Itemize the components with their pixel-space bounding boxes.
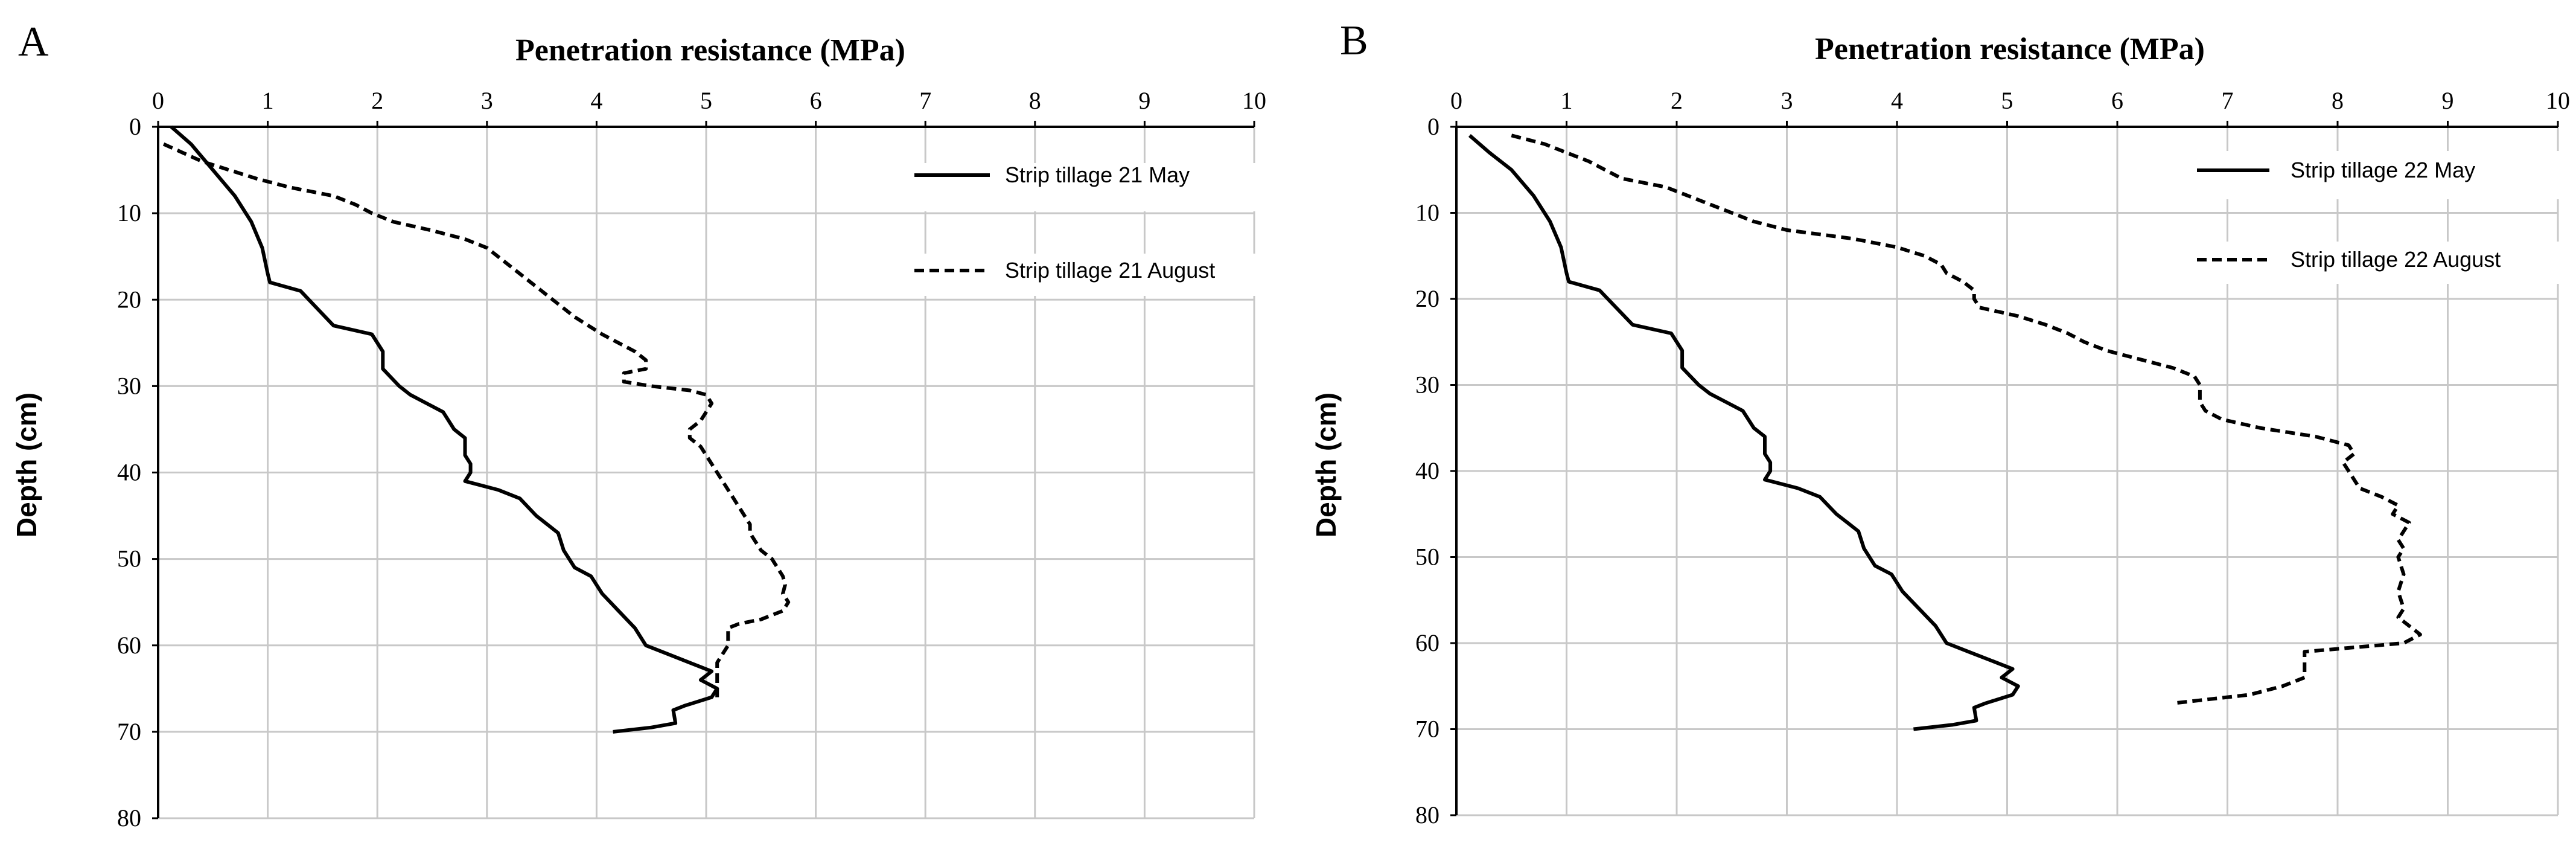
legend-background (905, 254, 1280, 296)
x-tick-label: 8 (1029, 87, 1041, 114)
x-tick-label: 2 (1671, 87, 1683, 114)
y-tick-label: 0 (129, 113, 141, 140)
x-tick-label: 0 (152, 87, 164, 114)
x-tick-label: 7 (919, 87, 931, 114)
legend-background (2191, 242, 2565, 284)
y-axis-title: Depth (cm) (1310, 393, 1342, 537)
y-tick-label: 40 (1415, 457, 1439, 484)
grid (158, 127, 1280, 819)
series-line-august (162, 142, 791, 697)
x-tick-label: 1 (1561, 87, 1573, 114)
x-tick-label: 5 (2001, 87, 2013, 114)
chart-panel-b: B Penetration resistance (MPa) Depth (cm… (1310, 18, 2570, 828)
series (1468, 133, 2422, 731)
y-tick-label: 20 (117, 286, 141, 313)
y-tick-label: 50 (1415, 543, 1439, 571)
y-tick-label: 80 (1415, 801, 1439, 828)
legend-label: Strip tillage 21 August (1005, 258, 1215, 283)
x-tick-label: 4 (1891, 87, 1903, 114)
x-axis-title: Penetration resistance (MPa) (1815, 32, 2205, 66)
legend-label: Strip tillage 22 August (2291, 247, 2501, 272)
legend: Strip tillage 21 May Strip tillage 21 Aug… (914, 162, 1215, 283)
y-tick-label: 0 (1427, 113, 1439, 140)
panel-label: A (18, 19, 49, 65)
x-tick-label: 1 (262, 87, 274, 114)
grid (1456, 127, 2565, 816)
x-tick-label: 9 (2442, 87, 2454, 114)
x-axis-title: Penetration resistance (MPa) (515, 33, 905, 68)
series-line-may (1468, 134, 2020, 731)
x-tick-label: 7 (2222, 87, 2234, 114)
series-line-may (170, 125, 719, 734)
y-axis-title: Depth (cm) (11, 393, 42, 537)
y-tick-label: 30 (1415, 371, 1439, 399)
y-tick-label: 10 (1415, 199, 1439, 226)
legend: Strip tillage 22 May Strip tillage 22 Aug… (2197, 158, 2501, 272)
x-tick-label: 3 (1781, 87, 1793, 114)
x-tick-label: 2 (371, 87, 383, 114)
legend-label: Strip tillage 21 May (1005, 162, 1190, 187)
x-tick-label: 10 (2546, 87, 2570, 114)
panel-label: B (1340, 18, 1368, 64)
x-tick-label: 10 (1242, 87, 1266, 114)
legend-background (2191, 151, 2565, 199)
y-tick-label: 40 (117, 459, 141, 486)
y-tick-label: 30 (117, 372, 141, 399)
x-tick-label: 8 (2332, 87, 2344, 114)
y-tick-label: 70 (1415, 716, 1439, 743)
legend-background (905, 163, 1280, 211)
ticks: 0 1 2 3 4 5 6 7 8 9 10 0 10 20 30 40 50 60 70 80 (117, 87, 1266, 832)
x-tick-label: 3 (481, 87, 493, 114)
x-tick-label: 6 (810, 87, 822, 114)
legend-label: Strip tillage 22 May (2291, 158, 2475, 182)
y-tick-label: 60 (1415, 629, 1439, 656)
chart-panel-a: A Penetration resistance (MPa) Depth (cm… (11, 19, 1280, 832)
series-line-august (1511, 133, 2422, 705)
x-tick-label: 5 (700, 87, 712, 114)
x-tick-label: 0 (1450, 87, 1462, 114)
series (162, 125, 791, 734)
x-tick-label: 4 (590, 87, 602, 114)
y-tick-label: 80 (117, 804, 141, 832)
y-tick-label: 10 (117, 199, 141, 226)
y-tick-label: 20 (1415, 285, 1439, 312)
x-tick-label: 6 (2111, 87, 2123, 114)
y-tick-label: 50 (117, 545, 141, 572)
x-tick-label: 9 (1138, 87, 1150, 114)
ticks: 0 1 2 3 4 5 6 7 8 9 10 0 10 20 30 40 50 60 70 80 (1415, 87, 2570, 828)
y-tick-label: 60 (117, 632, 141, 659)
y-tick-label: 70 (117, 718, 141, 745)
